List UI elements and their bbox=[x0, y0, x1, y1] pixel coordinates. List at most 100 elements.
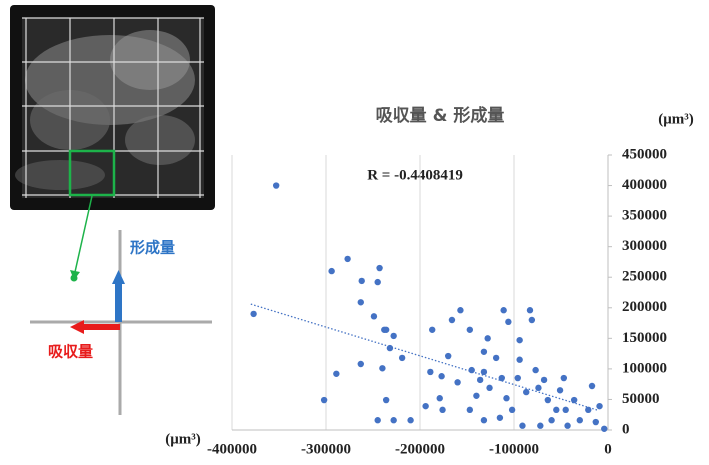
point bbox=[333, 371, 339, 377]
point bbox=[449, 317, 455, 323]
point bbox=[516, 337, 522, 343]
point bbox=[383, 397, 389, 403]
point bbox=[563, 407, 569, 413]
point bbox=[519, 423, 525, 429]
point bbox=[376, 265, 382, 271]
point bbox=[497, 415, 503, 421]
point bbox=[585, 407, 591, 413]
point bbox=[358, 361, 364, 367]
point bbox=[548, 417, 554, 423]
page: 形成量 吸収量 吸収量 & 形成量 (μm³) (μm³) R = -0.440… bbox=[0, 0, 709, 465]
point bbox=[437, 395, 443, 401]
point bbox=[439, 407, 445, 413]
y-tick-label: 300000 bbox=[622, 238, 667, 254]
point bbox=[429, 327, 435, 333]
point bbox=[577, 417, 583, 423]
point bbox=[499, 375, 505, 381]
y-tick-label: 200000 bbox=[622, 299, 667, 315]
figure: 形成量 吸収量 吸収量 & 形成量 (μm³) (μm³) R = -0.440… bbox=[0, 0, 709, 465]
point bbox=[467, 327, 473, 333]
y-tick-label: 150000 bbox=[622, 330, 667, 346]
point bbox=[516, 357, 522, 363]
y-tick-label: 100000 bbox=[622, 360, 667, 376]
trendline bbox=[251, 304, 599, 410]
point bbox=[503, 395, 509, 401]
point bbox=[481, 369, 487, 375]
point bbox=[529, 317, 535, 323]
point bbox=[557, 387, 563, 393]
point bbox=[445, 353, 451, 359]
plot: -400000 -300000 -200000 -100000 00 50000 10000… bbox=[207, 146, 667, 457]
y-unit-label: (μm³) bbox=[658, 111, 694, 127]
point bbox=[358, 299, 364, 305]
chart-title: 吸収量 & 形成量 bbox=[376, 105, 505, 126]
x-tick-label: -100000 bbox=[489, 441, 539, 457]
point bbox=[344, 256, 350, 262]
point bbox=[477, 377, 483, 383]
point bbox=[545, 397, 551, 403]
point bbox=[371, 313, 377, 319]
point bbox=[273, 182, 279, 188]
x-tick-label: -300000 bbox=[301, 441, 351, 457]
y-tick-label: 0 bbox=[622, 421, 630, 437]
point bbox=[383, 327, 389, 333]
point bbox=[379, 365, 385, 371]
point bbox=[387, 345, 393, 351]
y-tick-label: 250000 bbox=[622, 269, 667, 285]
point bbox=[438, 373, 444, 379]
point bbox=[473, 393, 479, 399]
point bbox=[328, 268, 334, 274]
point bbox=[596, 403, 602, 409]
point bbox=[390, 417, 396, 423]
point bbox=[390, 333, 396, 339]
y-tick-label: 450000 bbox=[622, 146, 667, 162]
point bbox=[564, 423, 570, 429]
point bbox=[535, 385, 541, 391]
point bbox=[467, 407, 473, 413]
point bbox=[399, 355, 405, 361]
point bbox=[481, 417, 487, 423]
point bbox=[537, 423, 543, 429]
point bbox=[250, 311, 256, 317]
point bbox=[427, 369, 433, 375]
point bbox=[593, 419, 599, 425]
point bbox=[454, 379, 460, 385]
point bbox=[515, 375, 521, 381]
point bbox=[469, 367, 475, 373]
point bbox=[505, 319, 511, 325]
x-tick-label: 0 bbox=[604, 441, 612, 457]
y-tick-label: 400000 bbox=[622, 177, 667, 193]
point bbox=[509, 407, 515, 413]
y-tick-label: 350000 bbox=[622, 208, 667, 224]
diagram: 形成量 吸収量 bbox=[30, 196, 212, 415]
point bbox=[486, 385, 492, 391]
point bbox=[375, 279, 381, 285]
point bbox=[407, 417, 413, 423]
point bbox=[541, 377, 547, 383]
x-unit-label: (μm³) bbox=[165, 431, 201, 447]
point bbox=[484, 335, 490, 341]
point bbox=[500, 307, 506, 313]
formation-label: 形成量 bbox=[130, 239, 175, 257]
microscope-image bbox=[10, 5, 215, 210]
y-tick-label: 50000 bbox=[622, 391, 660, 407]
point bbox=[532, 367, 538, 373]
x-tick-label: -200000 bbox=[395, 441, 445, 457]
point bbox=[375, 417, 381, 423]
point bbox=[493, 355, 499, 361]
point bbox=[457, 307, 463, 313]
point bbox=[523, 389, 529, 395]
x-tick-label: -400000 bbox=[207, 441, 257, 457]
point bbox=[553, 407, 559, 413]
point bbox=[527, 307, 533, 313]
point bbox=[561, 375, 567, 381]
point bbox=[481, 349, 487, 355]
point bbox=[321, 397, 327, 403]
point bbox=[601, 426, 607, 432]
point bbox=[571, 397, 577, 403]
point bbox=[359, 278, 365, 284]
r-annotation: R = -0.4408419 bbox=[367, 167, 463, 183]
point bbox=[422, 403, 428, 409]
resorption-label: 吸収量 bbox=[48, 343, 93, 361]
point bbox=[589, 383, 595, 389]
